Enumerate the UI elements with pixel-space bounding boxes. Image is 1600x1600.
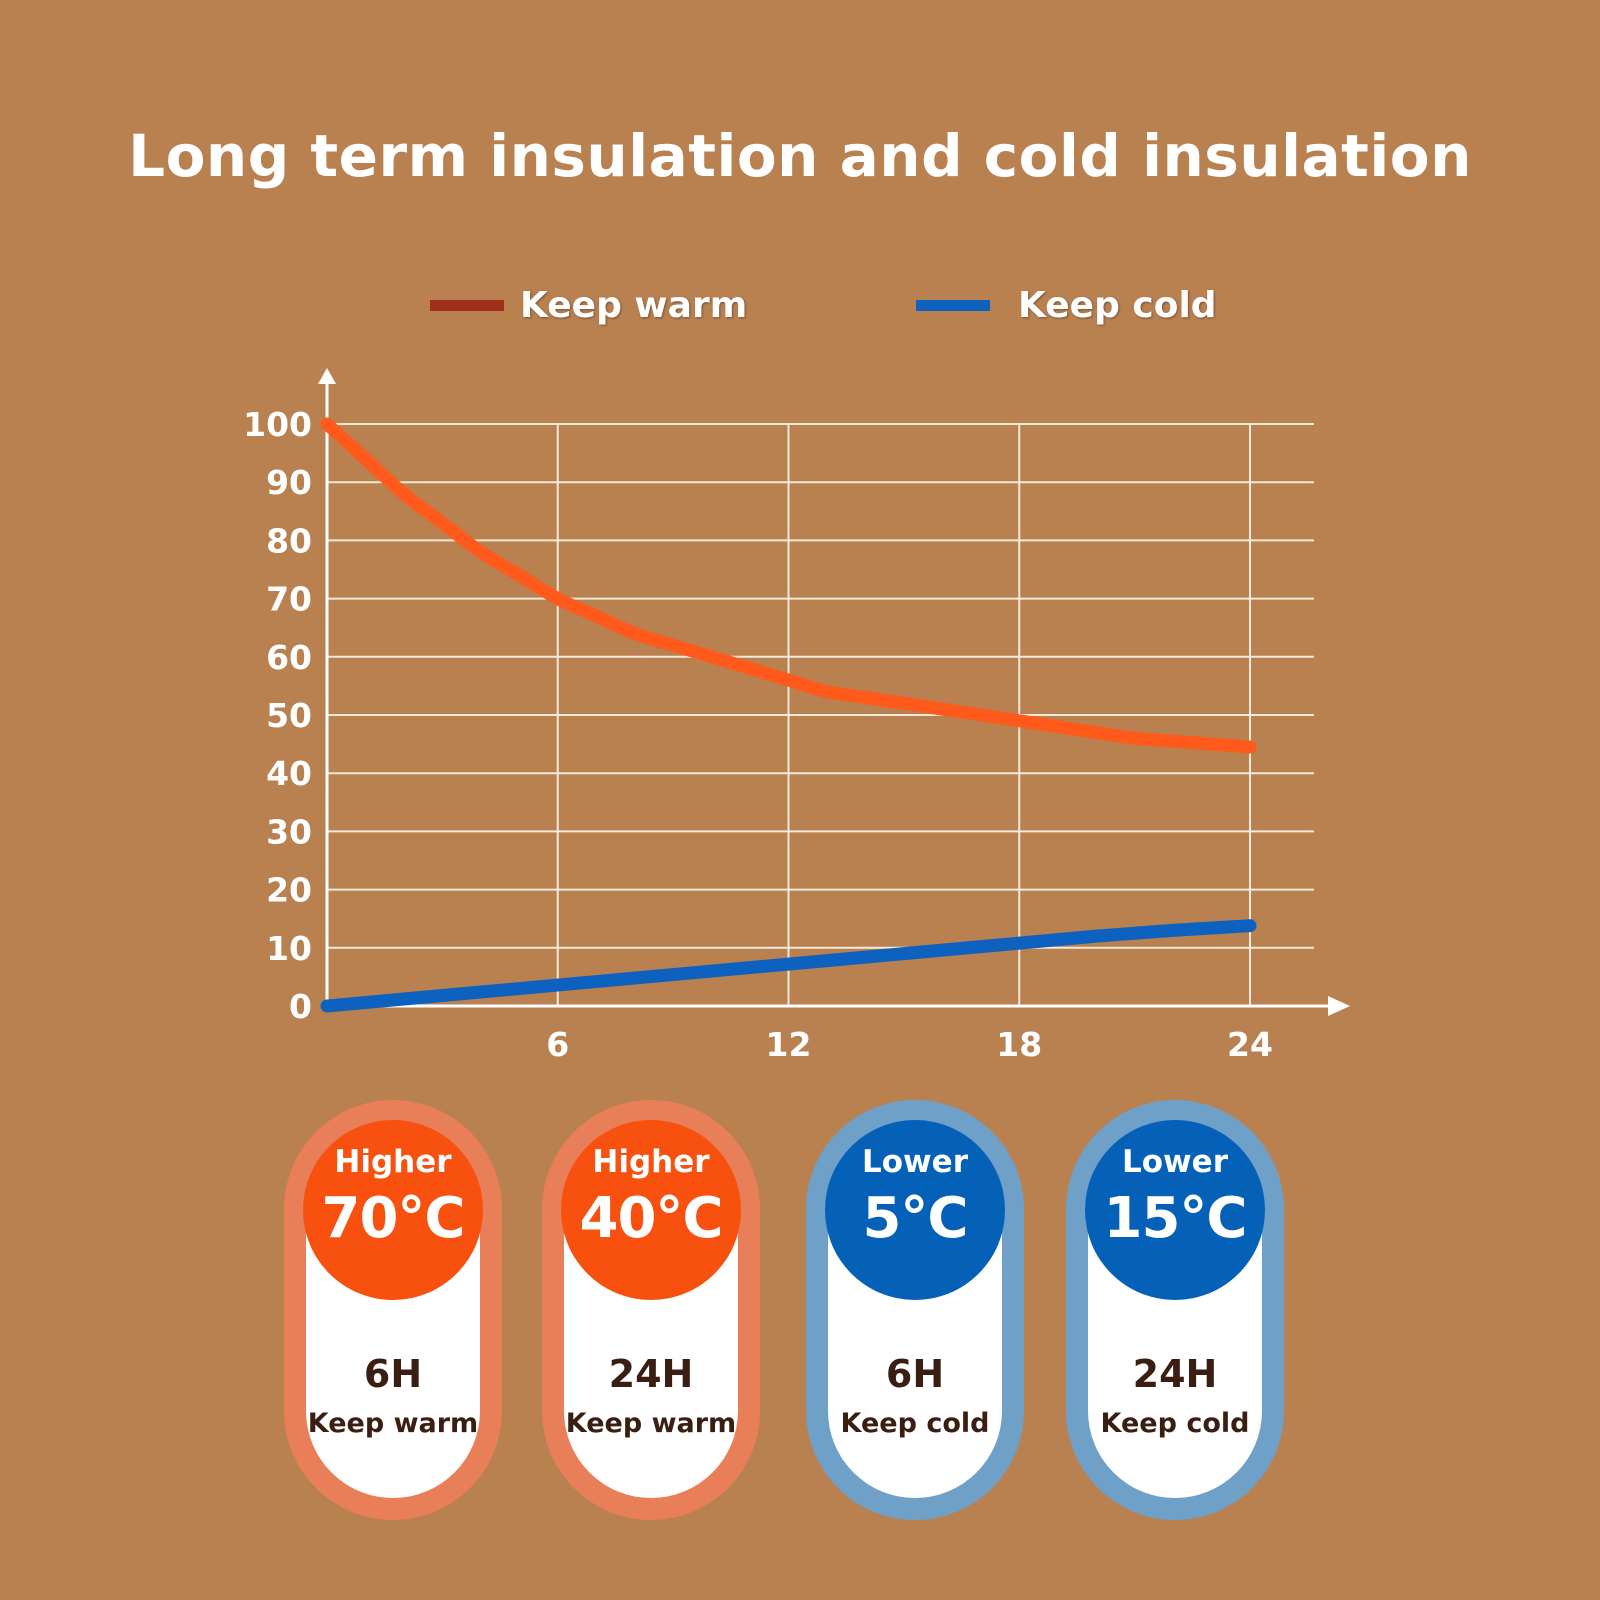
card-temperature: 15°C	[1103, 1186, 1247, 1251]
series-line-keep-cold	[320, 919, 1257, 1013]
x-tick-label: 18	[996, 1025, 1042, 1064]
card-hours: 24H	[1132, 1352, 1218, 1396]
y-tick-label: 90	[266, 463, 312, 502]
card-hours: 6H	[885, 1352, 945, 1396]
y-tick-label: 60	[266, 638, 312, 677]
card-mode: Keep warm	[565, 1408, 737, 1439]
chart-axes	[318, 368, 1350, 1016]
card-temperature: 70°C	[321, 1186, 465, 1251]
temperature-line-chart: 0 10 20 30 40 50 60 70 80 90 100 6 12 18 24	[243, 368, 1350, 1064]
series-line-keep-warm	[320, 417, 1257, 754]
legend-label-cold: Keep cold	[1018, 285, 1217, 326]
card-hours: 24H	[608, 1352, 694, 1396]
card-body: Lower 5°C 6H Keep cold	[825, 1120, 1005, 1498]
card-mode: Keep cold	[1100, 1408, 1250, 1439]
x-tick-label: 12	[766, 1025, 812, 1064]
y-tick-label: 30	[266, 812, 312, 851]
chart-series	[320, 417, 1257, 1013]
card-temperature: 40°C	[579, 1186, 723, 1251]
stat-card-warm-6h: Higher 70°C 6H Keep warm	[284, 1100, 502, 1520]
card-badge: Higher 70°C	[303, 1120, 483, 1300]
y-tick-label: 50	[266, 696, 312, 735]
y-tick-label: 100	[243, 405, 312, 444]
chart-grid	[327, 423, 1314, 1006]
card-mode: Keep warm	[307, 1408, 479, 1439]
y-tick-label: 80	[266, 521, 312, 560]
card-qualifier: Lower	[1121, 1144, 1228, 1180]
card-body: Lower 15°C 24H Keep cold	[1085, 1120, 1265, 1498]
page-title: Long term insulation and cold insulation	[128, 122, 1472, 190]
card-mode: Keep cold	[840, 1408, 990, 1439]
chart-tick-labels: 0 10 20 30 40 50 60 70 80 90 100 6 12 18 24	[243, 405, 1273, 1064]
legend-keep-warm: Keep warm	[430, 285, 747, 326]
card-qualifier: Higher	[334, 1144, 452, 1180]
y-tick-label: 70	[266, 580, 312, 619]
card-temperature: 5°C	[862, 1186, 968, 1251]
y-tick-label: 20	[266, 871, 312, 910]
x-axis-arrow	[1328, 996, 1350, 1016]
legend-label-warm: Keep warm	[520, 285, 748, 326]
card-body: Higher 70°C 6H Keep warm	[303, 1120, 483, 1498]
card-qualifier: Higher	[592, 1144, 710, 1180]
card-qualifier: Lower	[861, 1144, 968, 1180]
x-tick-label: 6	[546, 1025, 569, 1064]
stat-card-warm-24h: Higher 40°C 24H Keep warm	[542, 1100, 760, 1520]
stat-card-cold-6h: Lower 5°C 6H Keep cold	[806, 1100, 1024, 1520]
x-tick-label: 24	[1227, 1025, 1273, 1064]
card-badge: Lower 5°C	[825, 1120, 1005, 1300]
y-tick-label: 10	[266, 929, 312, 968]
stat-card-cold-24h: Lower 15°C 24H Keep cold	[1066, 1100, 1284, 1520]
y-tick-label: 0	[289, 987, 312, 1026]
card-body: Higher 40°C 24H Keep warm	[561, 1120, 741, 1498]
legend-keep-cold: Keep cold	[916, 285, 1217, 326]
y-tick-label: 40	[266, 754, 312, 793]
y-axis-arrow	[318, 368, 336, 384]
card-badge: Lower 15°C	[1085, 1120, 1265, 1300]
legend-swatch-warm	[430, 300, 504, 311]
card-badge: Higher 40°C	[561, 1120, 741, 1300]
legend-swatch-cold	[916, 300, 990, 311]
card-hours: 6H	[363, 1352, 423, 1396]
